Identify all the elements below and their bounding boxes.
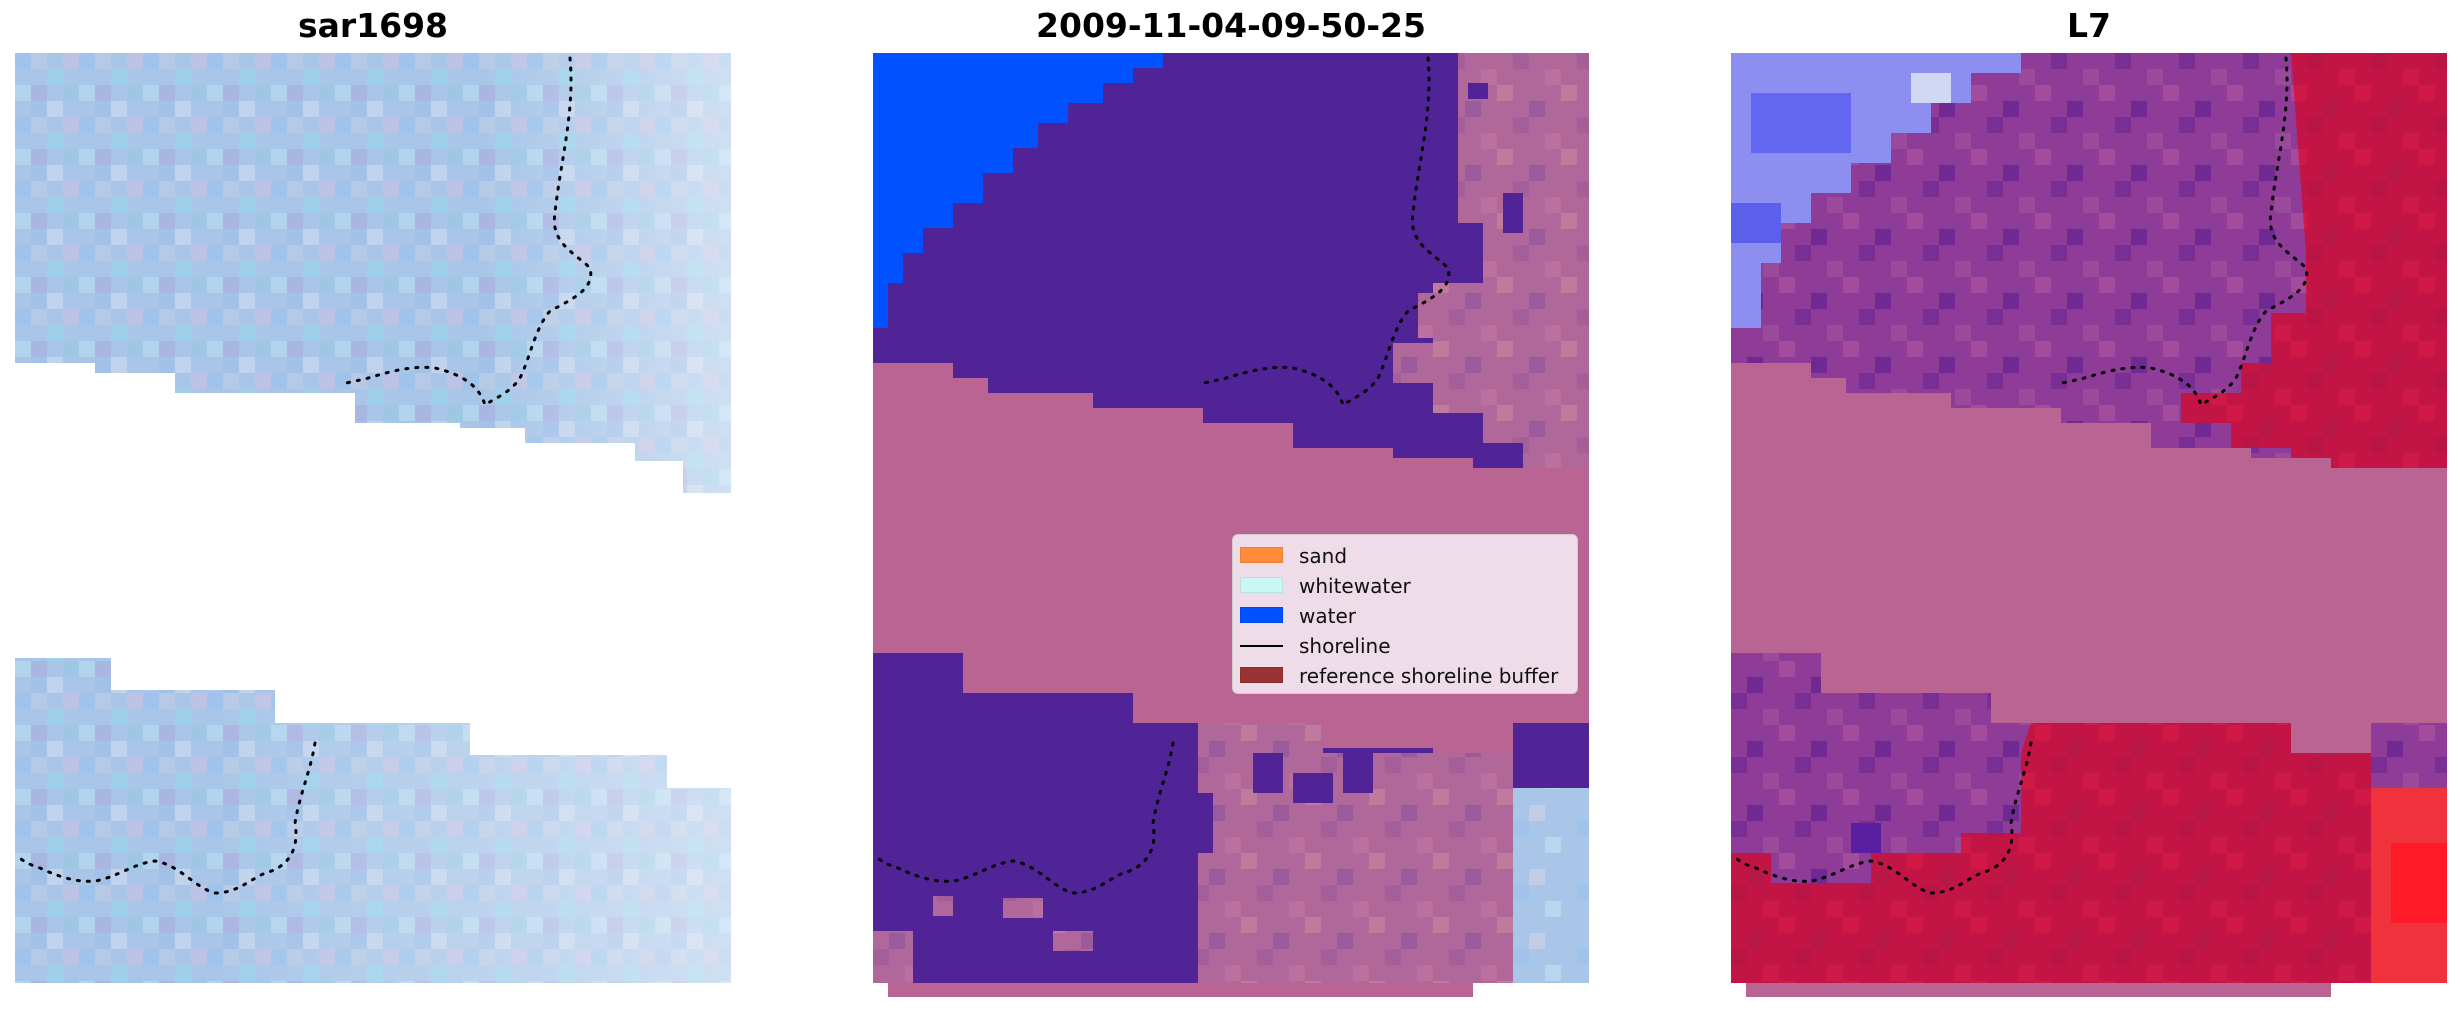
legend-item-whitewater: whitewater — [1233, 571, 1577, 601]
water-swatch — [1240, 607, 1283, 623]
panel-title-sar: sar1698 — [297, 6, 449, 45]
panel-title-l7: L7 — [2067, 6, 2111, 45]
legend-item-sand: sand — [1233, 541, 1577, 571]
legend-label: shoreline — [1299, 634, 1391, 658]
legend-item-reference-buffer: reference shoreline buffer — [1233, 661, 1577, 691]
water-region — [873, 53, 1163, 328]
classification-map-panel — [873, 53, 1589, 997]
shoreline-lower — [18, 741, 317, 895]
legend: sand whitewater water shoreline referenc… — [1232, 534, 1578, 694]
panel-title-classification: 2009-11-04-09-50-25 — [1036, 6, 1426, 45]
l7-image-panel — [1731, 53, 2447, 997]
legend-item-water: water — [1233, 601, 1577, 631]
whitewater-swatch — [1240, 577, 1283, 593]
legend-item-shoreline: shoreline — [1233, 631, 1577, 661]
legend-label: sand — [1299, 544, 1348, 568]
legend-label: water — [1299, 604, 1356, 628]
sand-swatch — [1240, 547, 1283, 563]
reference-buffer-swatch — [1240, 667, 1283, 683]
shoreline-line-marker — [1240, 645, 1283, 647]
sar-image-panel — [15, 53, 731, 983]
legend-label: whitewater — [1299, 574, 1411, 598]
legend-label: reference shoreline buffer — [1299, 664, 1559, 688]
